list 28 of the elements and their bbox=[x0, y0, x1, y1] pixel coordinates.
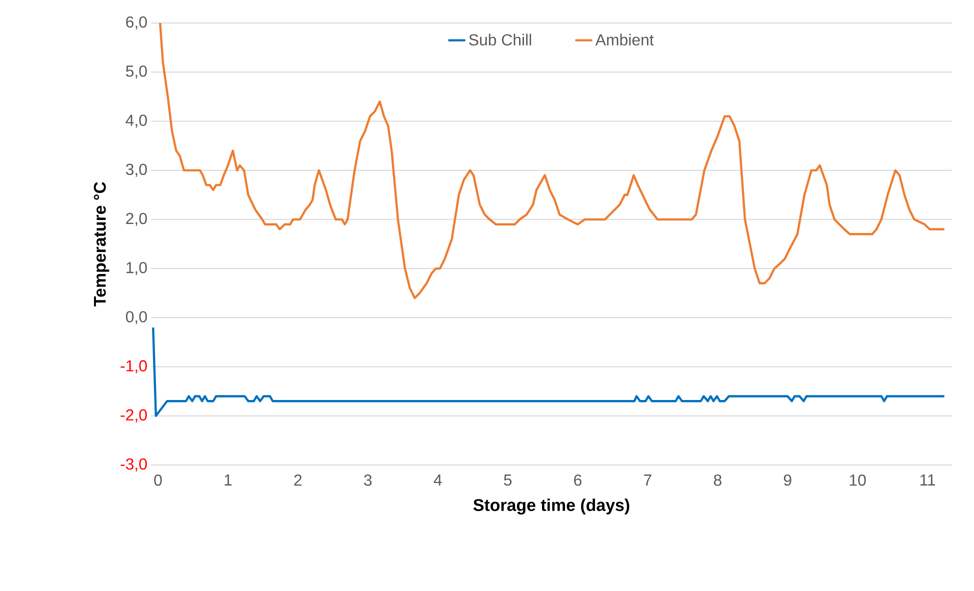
y-tick-label: 4,0 bbox=[126, 114, 147, 128]
x-tick-label: 1 bbox=[224, 474, 232, 486]
x-tick-label: 4 bbox=[434, 474, 442, 486]
x-tick-label: 7 bbox=[644, 474, 652, 486]
x-tick-label: 3 bbox=[364, 474, 372, 486]
y-tick-label: 5,0 bbox=[126, 66, 147, 79]
line-series bbox=[152, 326, 946, 417]
x-tick-label: 11 bbox=[920, 474, 936, 486]
x-tick-label: 0 bbox=[154, 474, 162, 486]
x-tick-label: 6 bbox=[574, 474, 582, 486]
y-tick-label: 1,0 bbox=[126, 262, 147, 276]
y-tick-label: 6,0 bbox=[126, 16, 147, 30]
x-axis-title: Storage time (days) bbox=[473, 498, 630, 514]
y-tick-label: -1,0 bbox=[120, 360, 147, 374]
y-tick-label: -3,0 bbox=[120, 458, 147, 472]
y-axis-title: Temperature °C bbox=[94, 182, 110, 306]
y-tick-label: 2,0 bbox=[126, 212, 147, 226]
x-tick-label: 10 bbox=[850, 474, 866, 486]
y-tick-label: 0,0 bbox=[126, 311, 147, 324]
x-tick-label: 9 bbox=[784, 474, 792, 486]
y-tick-label: 3,0 bbox=[126, 164, 147, 177]
line-series bbox=[159, 22, 946, 300]
x-tick-label: 2 bbox=[294, 474, 302, 486]
x-tick-label: 8 bbox=[714, 474, 722, 486]
y-tick-label: -2,0 bbox=[120, 409, 147, 422]
x-tick-label: 5 bbox=[504, 474, 512, 486]
legend-label: Sub Chill bbox=[469, 34, 532, 46]
legend-label: Ambient bbox=[595, 34, 654, 46]
